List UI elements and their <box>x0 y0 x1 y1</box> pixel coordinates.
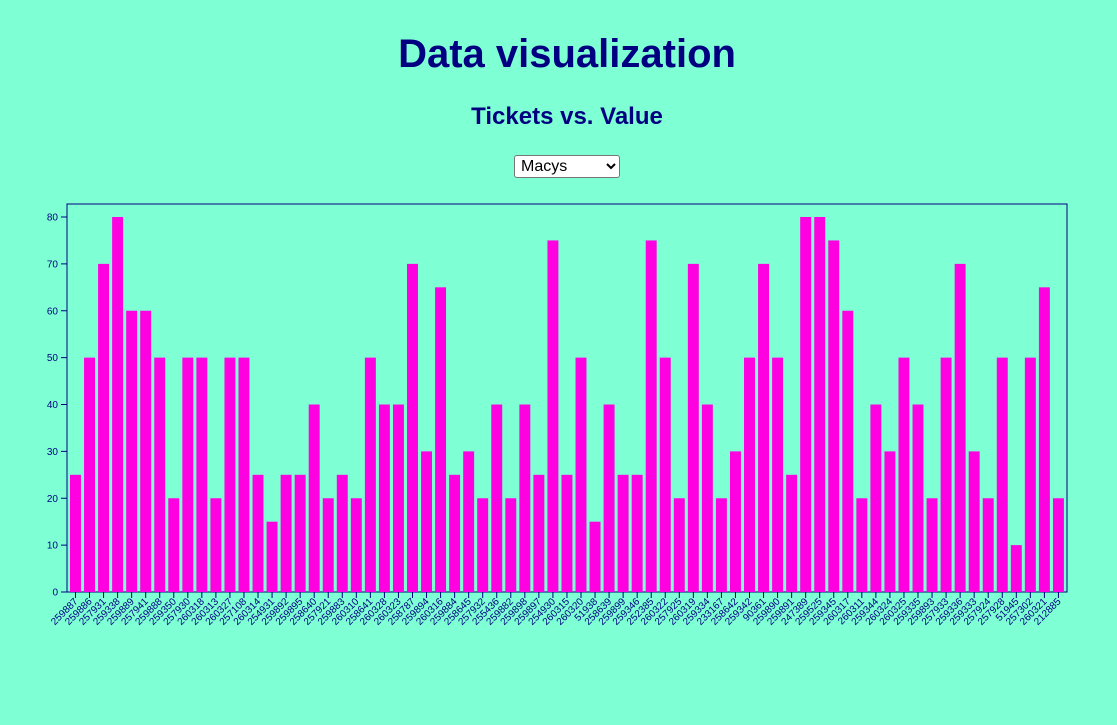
bar <box>350 498 362 592</box>
bar <box>378 404 390 592</box>
bar <box>842 310 854 592</box>
bar <box>926 498 938 592</box>
bar-chart: 0102030405060708025988725988625793125933… <box>47 203 1068 628</box>
bar <box>940 357 952 592</box>
bar <box>266 521 278 592</box>
bar <box>294 474 306 592</box>
bar <box>561 474 573 592</box>
bar <box>870 404 882 592</box>
bar <box>435 287 447 592</box>
bar <box>477 498 489 592</box>
bar <box>407 263 418 592</box>
y-tick-label: 40 <box>47 400 59 411</box>
y-tick-label: 60 <box>47 306 59 317</box>
y-tick-label: 10 <box>47 541 59 552</box>
bar <box>645 240 657 592</box>
bar <box>954 263 966 592</box>
bar <box>884 451 896 592</box>
bar <box>336 474 348 592</box>
bar <box>505 498 517 592</box>
bar <box>982 498 994 592</box>
bar <box>1038 287 1050 592</box>
y-tick-label: 50 <box>47 353 59 364</box>
bar <box>814 217 826 592</box>
bar <box>421 451 433 592</box>
bar <box>687 263 699 592</box>
bar <box>519 404 531 592</box>
bar <box>603 404 615 592</box>
bar <box>659 357 671 592</box>
bar <box>491 404 503 592</box>
bar <box>70 474 81 592</box>
bar <box>1052 498 1064 592</box>
bar <box>828 240 840 592</box>
chart-subtitle: Tickets vs. Value <box>471 103 663 130</box>
page-title: Data visualization <box>398 32 736 76</box>
y-tick-label: 0 <box>52 588 58 599</box>
bar <box>898 357 910 592</box>
bar <box>280 474 292 592</box>
bar <box>744 357 755 592</box>
bar <box>322 498 334 592</box>
bar <box>126 310 138 592</box>
bar <box>140 310 152 592</box>
bar <box>772 357 784 592</box>
bar <box>968 451 980 592</box>
bar <box>98 263 110 592</box>
bar <box>392 404 404 592</box>
bar <box>617 474 629 592</box>
bar <box>463 451 475 592</box>
y-tick-label: 80 <box>47 213 59 224</box>
bar <box>533 474 545 592</box>
bar <box>308 404 320 592</box>
plot-area: 0102030405060708025988725988625793125933… <box>47 203 1068 628</box>
bar <box>154 357 166 592</box>
bar <box>1024 357 1036 592</box>
bar <box>1010 545 1022 592</box>
bar <box>168 498 180 592</box>
bar <box>547 240 559 592</box>
bar <box>575 357 587 592</box>
bar <box>800 217 812 592</box>
bar <box>449 474 461 592</box>
bar <box>856 498 868 592</box>
bar <box>673 498 685 592</box>
company-select[interactable]: Macys <box>514 155 620 178</box>
bar <box>701 404 713 592</box>
bar <box>224 357 236 592</box>
y-tick-label: 20 <box>47 494 59 505</box>
bar <box>786 474 798 592</box>
bar <box>210 498 222 592</box>
bar <box>364 357 376 592</box>
bar <box>112 217 124 592</box>
bar <box>196 357 208 592</box>
bar <box>912 404 924 592</box>
company-select-wrapper: Macys <box>514 155 620 178</box>
bar <box>996 357 1008 592</box>
bar <box>238 357 250 592</box>
bar <box>631 474 643 592</box>
bar <box>589 521 601 592</box>
bar <box>252 474 264 592</box>
bar <box>729 451 741 592</box>
y-tick-label: 30 <box>47 447 59 458</box>
bar <box>758 263 770 592</box>
bar <box>84 357 95 592</box>
bar <box>715 498 727 592</box>
bar <box>182 357 194 592</box>
y-tick-label: 70 <box>47 259 59 270</box>
